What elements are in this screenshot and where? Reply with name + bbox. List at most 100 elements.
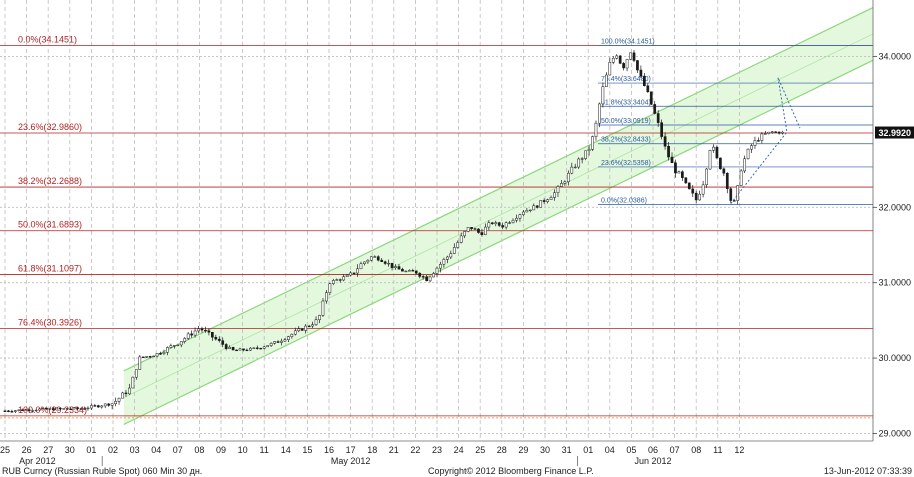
candle-body [732, 200, 736, 202]
candle-body [656, 113, 660, 123]
candle-body [359, 263, 363, 270]
candle-body [452, 247, 456, 254]
candle-body [228, 346, 231, 349]
candle-body [705, 168, 708, 186]
candle-body [235, 349, 238, 352]
candle-body [404, 270, 408, 273]
candle-body [539, 200, 543, 208]
candle-body [128, 387, 131, 395]
candle-body [490, 222, 494, 225]
candle-body [615, 55, 619, 59]
candle-body [660, 122, 663, 137]
candle-body [369, 256, 373, 261]
x-axis: 25 26 27 30 01 02 03 04 07 08 09 10 11 14 15 16 17 18 21 22… [0, 440, 873, 466]
fib-minor-label: 61.8%(33.3404) [601, 99, 651, 106]
candle-body [14, 410, 17, 412]
candle-body [55, 407, 59, 411]
candle-body [176, 344, 180, 346]
candle-body [62, 408, 66, 410]
y-tick-label: 30.0000 [878, 353, 911, 363]
candle-body [480, 232, 484, 235]
projection-path [730, 77, 801, 204]
candle-body [487, 222, 491, 228]
fib-minor-label: 38.2%(32.8433) [601, 137, 651, 144]
candle-body [432, 273, 435, 278]
candle-body [245, 349, 249, 352]
candle-body [3, 410, 7, 412]
candle-body [110, 403, 114, 406]
candle-body [459, 235, 463, 243]
x-tick-label: 22 [410, 445, 420, 455]
candle-body [131, 376, 135, 389]
candle-body [207, 330, 211, 333]
candle-body [701, 184, 705, 195]
candle-body [622, 63, 625, 69]
candle-body [497, 222, 501, 226]
candle-body [546, 199, 549, 202]
candle-body [148, 356, 152, 358]
candle-body [435, 267, 439, 274]
candle-body [570, 166, 574, 174]
x-tick-label: 16 [324, 445, 334, 455]
candle-body [750, 145, 753, 150]
candle-body [636, 60, 639, 71]
candle-body [152, 355, 155, 358]
x-tick-label: 06 [648, 445, 658, 455]
channel-lower-line [123, 59, 874, 425]
candle-body [221, 340, 225, 345]
candle-body [577, 158, 581, 168]
candle-body [224, 344, 228, 349]
candle-body [169, 345, 173, 348]
x-tick-label: 10 [238, 445, 248, 455]
candle-body [760, 133, 764, 141]
candle-body [328, 283, 332, 293]
candle-body [560, 183, 563, 187]
candle-body [162, 351, 166, 354]
candle-body [767, 131, 771, 134]
candle-body [307, 325, 311, 328]
candle-body [204, 329, 207, 332]
last-price-box [875, 126, 914, 139]
last-price-label: 32.9920 [878, 128, 911, 138]
x-tick-label: 31 [562, 445, 572, 455]
candle-body [563, 181, 567, 184]
x-tick-label: 07 [670, 445, 680, 455]
candle-body [646, 85, 650, 93]
x-tick-label: 18 [367, 445, 377, 455]
fib-minor-label: 23.6%(32.5358) [601, 160, 651, 167]
candle-body [290, 333, 294, 337]
candle-body [729, 188, 733, 201]
candle-body [649, 91, 653, 105]
candle-body [449, 253, 453, 258]
candle-body [501, 225, 505, 228]
candle-body [52, 408, 55, 411]
candle-body [7, 410, 10, 412]
candle-body [283, 339, 287, 342]
candle-body [141, 356, 145, 358]
candle-body [238, 348, 242, 351]
candle-body [743, 158, 746, 172]
candle-body [83, 408, 86, 410]
y-axis: 29.0000 30.0000 31.0000 32.0000 34.0000 32.99… [872, 0, 914, 441]
candle-body [93, 405, 97, 407]
candle-body [34, 409, 38, 412]
candle-body [297, 328, 301, 332]
x-tick-label: 09 [216, 445, 226, 455]
x-tick-label: 24 [454, 445, 464, 455]
candle-body [542, 200, 546, 202]
candle-body [380, 259, 384, 262]
candle-body [325, 292, 328, 302]
candle-body [663, 136, 667, 147]
candle-body [504, 222, 508, 228]
candle-body [757, 140, 760, 142]
x-tick-label: 30 [540, 445, 550, 455]
x-tick-label: 28 [497, 445, 507, 455]
candle-body [421, 276, 425, 278]
candle-body [515, 217, 518, 221]
fib-major-label: 38.2%(32.2688) [18, 176, 82, 186]
x-tick-label: 15 [302, 445, 312, 455]
candle-body [518, 214, 522, 219]
candle-body [556, 186, 560, 194]
x-tick-label: 11 [260, 445, 269, 455]
